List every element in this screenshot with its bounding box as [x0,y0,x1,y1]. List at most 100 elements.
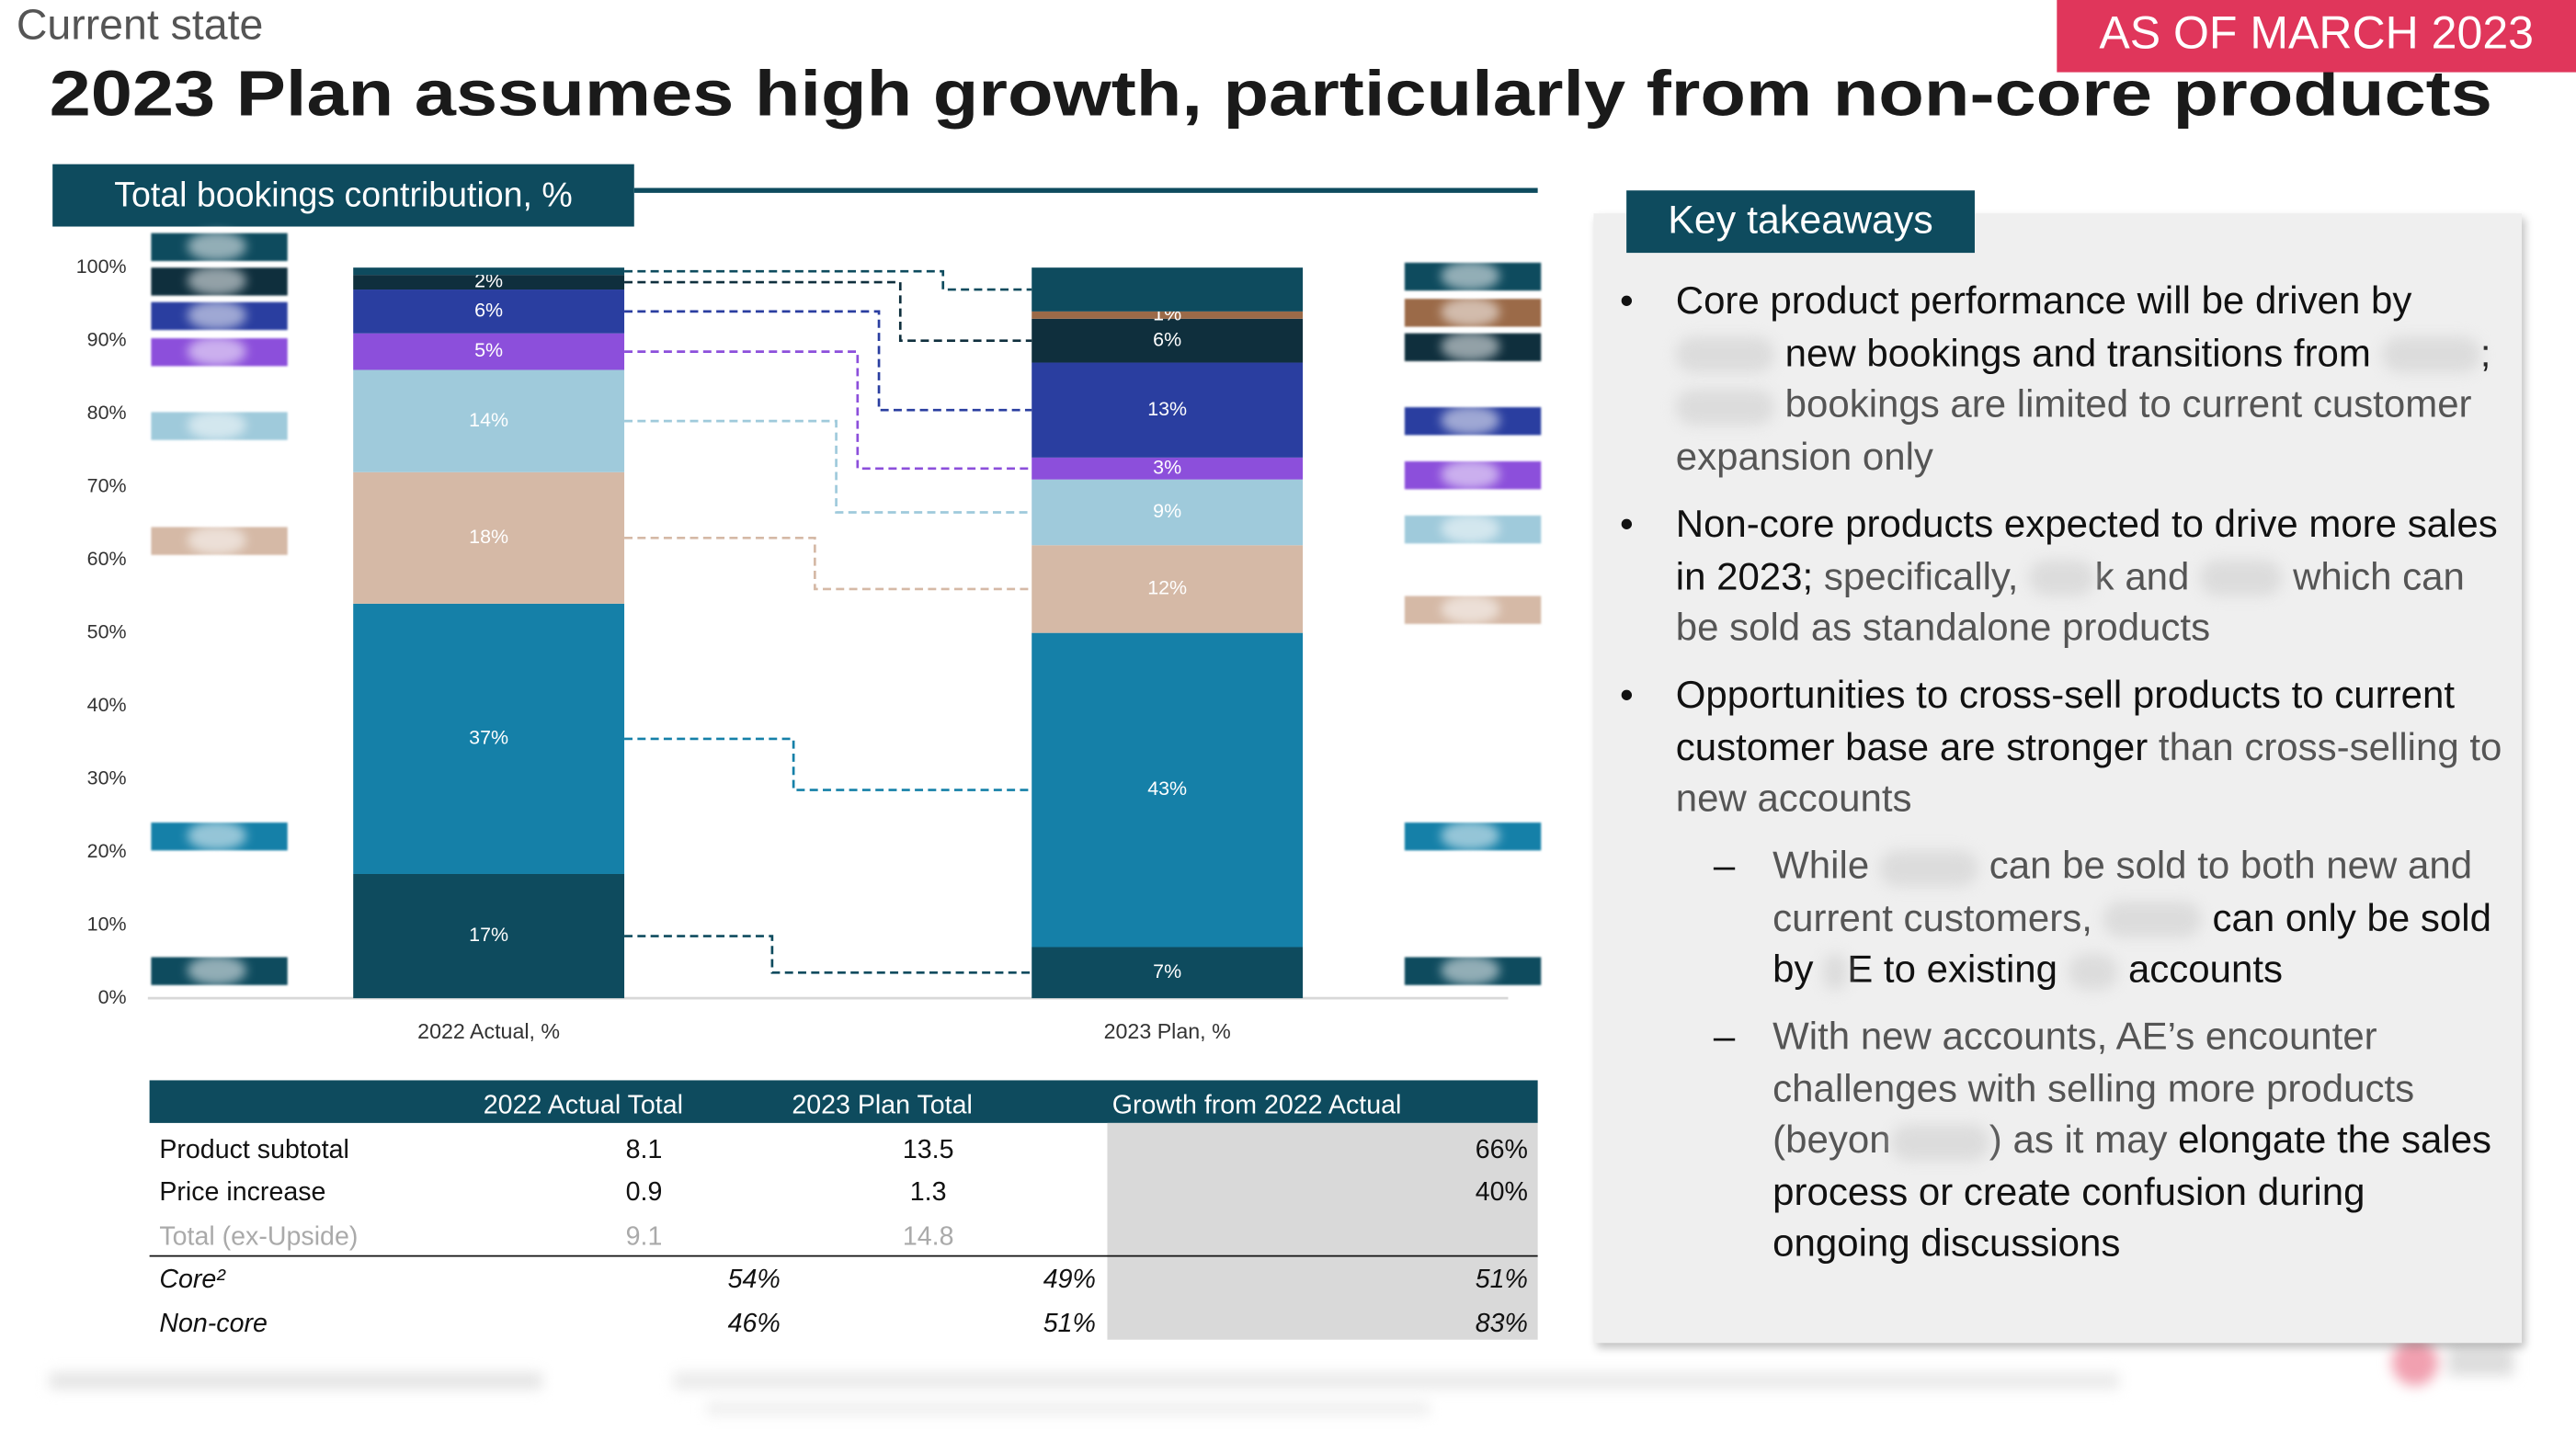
bar-segment [353,289,625,334]
redaction [187,821,247,851]
cell: 51% [1043,1309,1096,1338]
text: Non-core products expected to drive more… [1675,502,2498,597]
text: bookings are limited to current customer… [1675,382,2472,477]
bullet: Core product performance will be driven … [1620,276,2505,482]
growth-bg [1107,1122,1538,1340]
connector [624,280,1032,343]
cell: 51% [1476,1265,1528,1294]
connector [624,350,1032,471]
legend-swatch [151,821,1542,851]
chart-title-bg [52,164,634,227]
y-tick-label: 90% [87,328,127,350]
redaction [1441,331,1500,362]
row-label: Total (ex-Upside) [159,1221,358,1251]
text: With new accounts, AE’s encounter challe… [1772,1014,2415,1161]
cell: 13.5 [903,1135,954,1164]
y-tick-label: 60% [87,548,127,570]
bar-segment [1032,311,1304,319]
badge: AS OF MARCH 2023 [2099,7,2534,59]
text: can only be sold by [1772,895,2491,991]
data-label: 7% [1153,960,1181,982]
table-header: 2022 Actual Total [484,1091,683,1120]
legend-swatch [151,525,1542,624]
text: While [1772,844,1870,887]
bar-segment [1032,947,1304,999]
text: new bookings and transitions from [1784,330,2371,374]
y-tick-label: 10% [87,913,127,935]
text: accounts [2127,947,2284,991]
redaction [187,231,247,262]
redaction [1441,460,1500,490]
takeaways-title: Key takeaways [1626,190,1975,254]
connector [624,269,1032,291]
table-header-bg [149,1080,1538,1123]
y-tick-label: 30% [87,766,127,789]
data-label: 37% [469,727,508,749]
legend-swatch [151,300,1542,436]
legend-swatch [151,266,1542,362]
redaction [187,525,247,555]
data-label: 18% [469,526,508,548]
cell: 66% [1476,1135,1528,1164]
section-label: Current state [17,1,263,49]
legend-swatch [1404,297,1542,327]
cell: 0.9 [626,1177,663,1207]
text: than cross-selling to new accounts [1675,724,2502,820]
table-header: 2023 Plan Total [792,1091,973,1120]
redaction [1441,261,1500,291]
bar-segment [353,333,625,370]
bar-segment [1032,362,1304,458]
data-label: 17% [469,924,508,946]
bar-segment [1032,632,1304,948]
redaction [187,955,247,985]
legend-swatch [151,955,1542,985]
text: Opportunities to cross-sell products to … [1675,673,2456,768]
bar-segment [353,603,625,874]
redaction [187,266,247,296]
data-label: 6% [474,300,503,322]
row-label: Non-core [159,1309,268,1338]
y-tick-label: 40% [87,694,127,716]
legend-swatch [151,231,1542,291]
y-tick-label: 20% [87,840,127,862]
text: Core product performance will be driven … [1675,278,2412,323]
text: ) as it may [1989,1118,2168,1161]
bar-segment [353,267,625,276]
bullet: Opportunities to cross-sell products to … [1620,670,2505,825]
connector [624,737,1032,791]
data-label: 6% [1153,328,1181,350]
row-label: Core² [159,1265,226,1294]
bar-segment [1032,545,1304,633]
data-label: 5% [474,339,503,361]
sub-bullet: With new accounts, AE’s encounter challe… [1714,1011,2503,1269]
text: specifically, [1823,553,2019,597]
text: can be sold to both new and current cust… [1772,844,2473,938]
text: k and [2094,553,2190,597]
cell: 83% [1476,1309,1528,1338]
cell: 8.1 [626,1135,663,1164]
connector [624,419,1032,514]
cell: 46% [728,1309,781,1338]
bar-segment [353,369,625,472]
connector [624,310,1032,412]
text: which can be sold as standalone products [1675,553,2465,649]
data-label: 13% [1147,398,1187,420]
footnote [49,1339,2514,1415]
redaction [187,300,247,331]
cell: 9.1 [626,1221,663,1251]
sub-bullet: While can be sold to both new and curren… [1714,841,2503,996]
connector [624,935,1032,974]
connector [624,536,1032,591]
data-label: 2% [474,270,503,292]
row-label: Product subtotal [159,1135,349,1164]
cell: 49% [1043,1265,1096,1294]
bar-segment [353,471,625,604]
text: E to existing [1847,947,2057,991]
bar-segment [1032,479,1304,546]
table-header: Growth from 2022 Actual [1112,1091,1402,1120]
text: ; [2479,330,2491,374]
bar-segment [1032,457,1304,480]
